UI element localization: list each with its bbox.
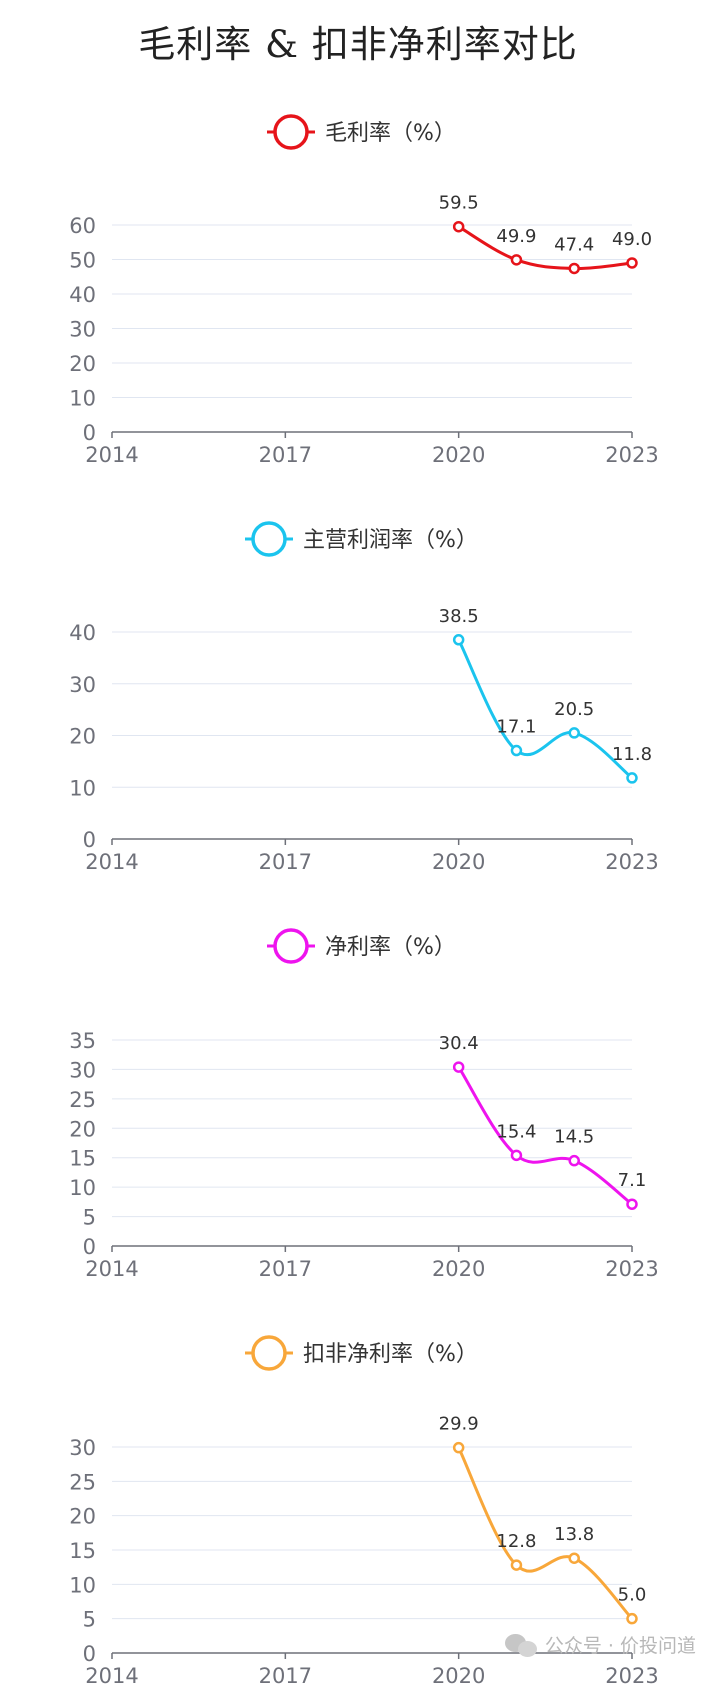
chart-4-y-tick: 10 bbox=[69, 1573, 96, 1597]
chart-4-x-tick: 2020 bbox=[432, 1664, 485, 1688]
chart-1-x-tick: 2017 bbox=[259, 443, 312, 467]
chart-3-data-point[interactable] bbox=[626, 1198, 638, 1210]
chart-4-y-tick: 15 bbox=[69, 1539, 96, 1563]
chart-2-x-tick: 2020 bbox=[432, 850, 485, 874]
chart-2-data-label: 20.5 bbox=[554, 699, 594, 720]
chart-2-data-point[interactable] bbox=[626, 772, 638, 784]
chart-4-data-label: 5.0 bbox=[618, 1585, 647, 1606]
chart-3-data-point[interactable] bbox=[568, 1154, 580, 1167]
chart-1-x-tick: 2020 bbox=[432, 443, 485, 467]
chart-2-data-point[interactable] bbox=[510, 744, 523, 757]
chart-3-x-tick: 2017 bbox=[259, 1257, 312, 1281]
watermark: 公众号 · 价投问道 bbox=[504, 1631, 696, 1658]
chart-4-legend-text: 扣非净利率（%） bbox=[303, 1342, 478, 1367]
chart-3-y-tick: 10 bbox=[69, 1176, 96, 1200]
chart-1-series-line bbox=[457, 225, 633, 270]
chart-3-y-tick: 30 bbox=[69, 1058, 96, 1082]
chart-1-x-tick: 2014 bbox=[85, 443, 138, 467]
chart-4-y-tick: 0 bbox=[83, 1642, 96, 1666]
chart-2-data-label: 11.8 bbox=[612, 744, 652, 765]
chart-3-x-tick: 2023 bbox=[605, 1257, 658, 1281]
chart-2-legend-marker bbox=[251, 521, 287, 557]
chart-1-legend-marker bbox=[273, 114, 309, 150]
chart-3-x-tick: 2020 bbox=[432, 1257, 485, 1281]
chart-2-series-line bbox=[457, 639, 633, 780]
chart-3-y-tick: 15 bbox=[69, 1147, 96, 1171]
chart-3-y-tick: 5 bbox=[83, 1206, 96, 1230]
chart-3-data-label: 14.5 bbox=[554, 1127, 594, 1148]
chart-1-data-point[interactable] bbox=[568, 262, 580, 275]
chart-4-data-label: 13.8 bbox=[554, 1524, 594, 1545]
chart-2-data-point[interactable] bbox=[568, 727, 580, 739]
chart-3-y-tick: 20 bbox=[69, 1117, 96, 1141]
chart-3-data-label: 30.4 bbox=[439, 1033, 479, 1054]
chart-4-x-tick: 2023 bbox=[605, 1664, 658, 1688]
chart-4-x-tick: 2014 bbox=[85, 1664, 138, 1688]
chart-1-y-tick: 10 bbox=[69, 387, 96, 411]
chart-4-series-line bbox=[457, 1447, 634, 1620]
chart-3-data-point[interactable] bbox=[510, 1149, 523, 1162]
chart-4-y-tick: 30 bbox=[69, 1436, 96, 1460]
chart-3-y-tick: 0 bbox=[83, 1235, 96, 1259]
chart-1-y-tick: 60 bbox=[69, 214, 96, 238]
chart-1-legend-text: 毛利率（%） bbox=[325, 121, 456, 146]
chart-2-data-point[interactable] bbox=[452, 634, 465, 646]
chart-3-legend-text: 净利率（%） bbox=[325, 935, 456, 960]
chart-1-y-tick: 40 bbox=[69, 283, 96, 307]
chart-3-data-point[interactable] bbox=[452, 1061, 465, 1073]
chart-3-x-tick: 2014 bbox=[85, 1257, 138, 1281]
chart-1-data-point[interactable] bbox=[510, 254, 523, 266]
chart-4-data-label: 29.9 bbox=[439, 1414, 479, 1435]
chart-1-y-tick: 20 bbox=[69, 352, 96, 376]
chart-1-data-label: 49.9 bbox=[496, 226, 536, 247]
chart-1-y-tick: 30 bbox=[69, 318, 96, 342]
chart-2-data-label: 38.5 bbox=[439, 606, 479, 627]
chart-3-data-label: 15.4 bbox=[496, 1121, 536, 1142]
chart-2-y-tick: 40 bbox=[69, 621, 96, 645]
chart-2-y-tick: 30 bbox=[69, 673, 96, 697]
chart-1-y-tick: 0 bbox=[83, 421, 96, 445]
watermark-text: 公众号 · 价投问道 bbox=[544, 1635, 696, 1657]
chart-3-legend-marker bbox=[273, 928, 309, 964]
chart-4-y-tick: 25 bbox=[69, 1470, 96, 1494]
chart-2-x-tick: 2014 bbox=[85, 850, 138, 874]
chart-2-y-tick: 0 bbox=[83, 828, 96, 852]
wechat-icon bbox=[504, 1632, 539, 1658]
chart-4-y-tick: 20 bbox=[69, 1505, 96, 1529]
chart-1-y-tick: 50 bbox=[69, 249, 96, 273]
chart-4-data-label: 12.8 bbox=[496, 1531, 536, 1552]
chart-2-x-tick: 2023 bbox=[605, 850, 658, 874]
chart-2-data-label: 17.1 bbox=[496, 717, 536, 738]
chart-4-legend-marker bbox=[251, 1335, 287, 1371]
chart-3-data-label: 7.1 bbox=[618, 1170, 647, 1191]
chart-3-series-line bbox=[457, 1066, 633, 1206]
chart-1-data-point[interactable] bbox=[626, 257, 638, 269]
chart-2-y-tick: 20 bbox=[69, 725, 96, 749]
chart-4-data-point[interactable] bbox=[510, 1559, 523, 1571]
chart-1-data-label: 47.4 bbox=[554, 234, 594, 255]
chart-1-data-label: 59.5 bbox=[439, 193, 479, 214]
page-title: 毛利率 & 扣非净利率对比 bbox=[138, 23, 578, 66]
chart-4-x-tick: 2017 bbox=[259, 1664, 312, 1688]
chart-1-data-label: 49.0 bbox=[612, 229, 652, 250]
chart-4-y-tick: 5 bbox=[83, 1608, 96, 1632]
chart-4-data-point[interactable] bbox=[452, 1441, 465, 1454]
chart-2-legend-text: 主营利润率（%） bbox=[303, 528, 478, 553]
chart-1-x-tick: 2023 bbox=[605, 443, 658, 467]
chart-1-data-point[interactable] bbox=[452, 220, 465, 233]
chart-2-x-tick: 2017 bbox=[259, 850, 312, 874]
chart-2-y-tick: 10 bbox=[69, 776, 96, 800]
chart-4-data-point[interactable] bbox=[568, 1552, 580, 1564]
chart-3-y-tick: 35 bbox=[69, 1029, 96, 1053]
chart-3-y-tick: 25 bbox=[69, 1088, 96, 1112]
chart-4-data-point[interactable] bbox=[626, 1612, 638, 1625]
